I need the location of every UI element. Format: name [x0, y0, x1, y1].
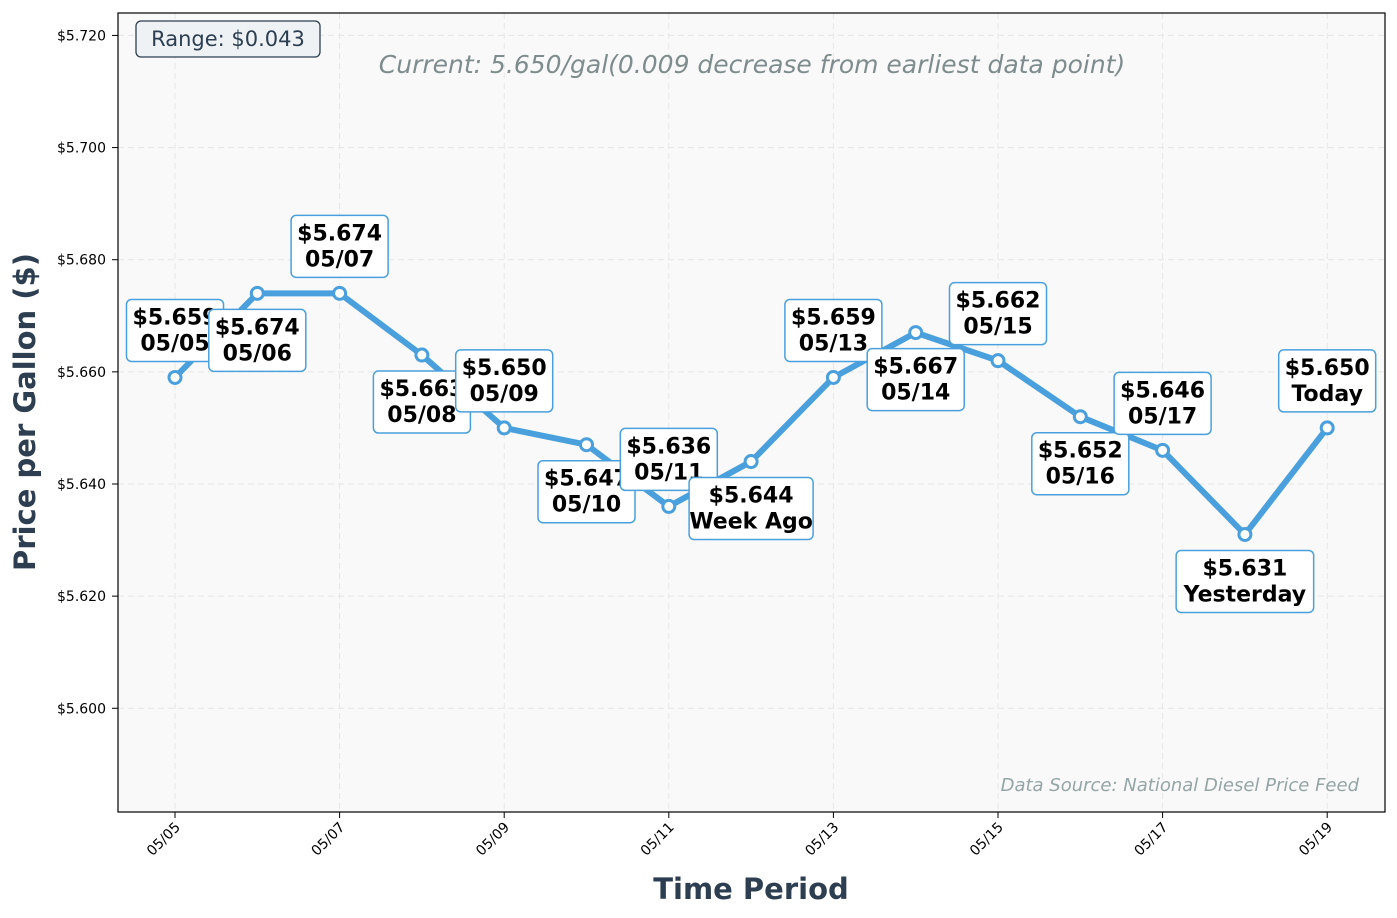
data-point: [743, 454, 759, 470]
data-point: [990, 353, 1006, 369]
point-label-box: [866, 347, 965, 412]
point-date-label: 05/13: [799, 331, 868, 356]
range-box: Range: $0.043: [135, 20, 321, 58]
point-price-label: $5.662: [956, 289, 1041, 314]
point-date-label: 05/15: [963, 315, 1032, 340]
point-date-label: Today: [1291, 382, 1362, 407]
point-date-label: 05/07: [305, 247, 374, 272]
data-point: [414, 347, 430, 363]
data-point: [661, 498, 677, 514]
x-tick-label: 05/15: [967, 820, 1007, 860]
y-axis: $5.600 $5.620 $5.640 $5.660 $5.680 $5.700 $5.7…: [57, 28, 118, 717]
data-point: [249, 285, 265, 301]
point-price-label: $5.647: [544, 467, 629, 492]
point-date-label: 05/14: [881, 381, 950, 406]
data-source-text: Data Source: National Diesel Price Feed: [1001, 775, 1360, 796]
point-price-label: $5.650: [1285, 356, 1370, 381]
point-price-label: $5.631: [1202, 556, 1287, 581]
point-date-label: Yesterday: [1183, 582, 1306, 607]
data-point: [825, 369, 841, 385]
y-tick-label: $5.620: [57, 589, 106, 605]
point-label-box: [208, 308, 307, 373]
point-label-box: [1113, 371, 1212, 436]
point-date-label: 05/06: [223, 341, 292, 366]
point-date-label: 05/17: [1128, 404, 1197, 429]
point-date-label: 05/16: [1046, 465, 1115, 490]
point-label-box: [948, 281, 1048, 346]
data-point: [496, 420, 512, 436]
x-axis-title: Time Period: [653, 872, 849, 906]
y-tick-label: $5.700: [57, 141, 106, 157]
x-tick-label: 05/19: [1296, 820, 1336, 860]
point-label-box: [1175, 549, 1315, 614]
x-tick-label: 05/13: [802, 820, 842, 860]
data-point: [1237, 526, 1253, 542]
point-price-label: $5.674: [215, 315, 300, 340]
y-tick-label: $5.660: [57, 365, 106, 381]
point-label-box: [1031, 431, 1130, 496]
point-price-label: $5.646: [1120, 378, 1205, 403]
x-axis: 05/05 05/07 05/09 05/11 05/13 05/15 05/17 05/19: [144, 812, 1336, 859]
point-label-box: [1277, 349, 1377, 413]
x-tick-label: 05/05: [144, 820, 184, 860]
y-tick-label: $5.720: [57, 28, 106, 44]
point-label-box: [619, 427, 719, 492]
point-price-label: $5.644: [709, 484, 794, 509]
point-price-label: $5.650: [462, 356, 547, 381]
y-tick-label: $5.640: [57, 477, 106, 493]
point-price-label: $5.636: [626, 434, 711, 459]
point-price-label: $5.667: [873, 355, 958, 380]
x-tick-label: 05/17: [1132, 820, 1172, 860]
data-point: [1319, 420, 1335, 436]
point-label-box: [454, 349, 554, 413]
point-labels: $5.65905/05$5.67405/06$5.67405/07$5.6630…: [125, 214, 1377, 614]
data-point: [167, 369, 183, 385]
data-point: [908, 325, 924, 341]
x-tick-label: 05/09: [473, 820, 513, 860]
y-axis-title: Price per Gallon ($): [8, 253, 42, 571]
y-tick-label: $5.680: [57, 253, 106, 269]
point-date-label: 05/09: [470, 382, 539, 407]
data-point: [1155, 442, 1171, 458]
point-date-label: 05/10: [552, 493, 621, 518]
point-label-box: [537, 459, 636, 524]
y-tick-label: $5.600: [57, 701, 106, 717]
point-label-box: [784, 298, 883, 363]
range-text: Range: $0.043: [151, 27, 305, 51]
data-point: [579, 437, 594, 453]
point-label-box: [290, 214, 389, 279]
data-point: [1072, 409, 1088, 425]
point-price-label: $5.652: [1038, 439, 1123, 464]
plot-frame: [117, 12, 1386, 813]
current-price-text: Current: 5.650/gal(0.009 decrease from e…: [379, 50, 1125, 79]
point-price-label: $5.659: [791, 305, 876, 330]
data-point: [332, 285, 348, 301]
point-price-label: $5.674: [297, 221, 382, 246]
point-date-label: Week Ago: [689, 510, 813, 535]
x-tick-label: 05/11: [638, 820, 678, 860]
point-price-label: $5.659: [133, 305, 218, 330]
point-price-label: $5.663: [379, 377, 464, 402]
x-tick-label: 05/07: [309, 820, 349, 860]
point-date-label: 05/08: [387, 403, 456, 428]
price-series: [167, 285, 1335, 542]
point-date-label: 05/05: [140, 331, 209, 356]
point-label-box: [688, 476, 814, 541]
